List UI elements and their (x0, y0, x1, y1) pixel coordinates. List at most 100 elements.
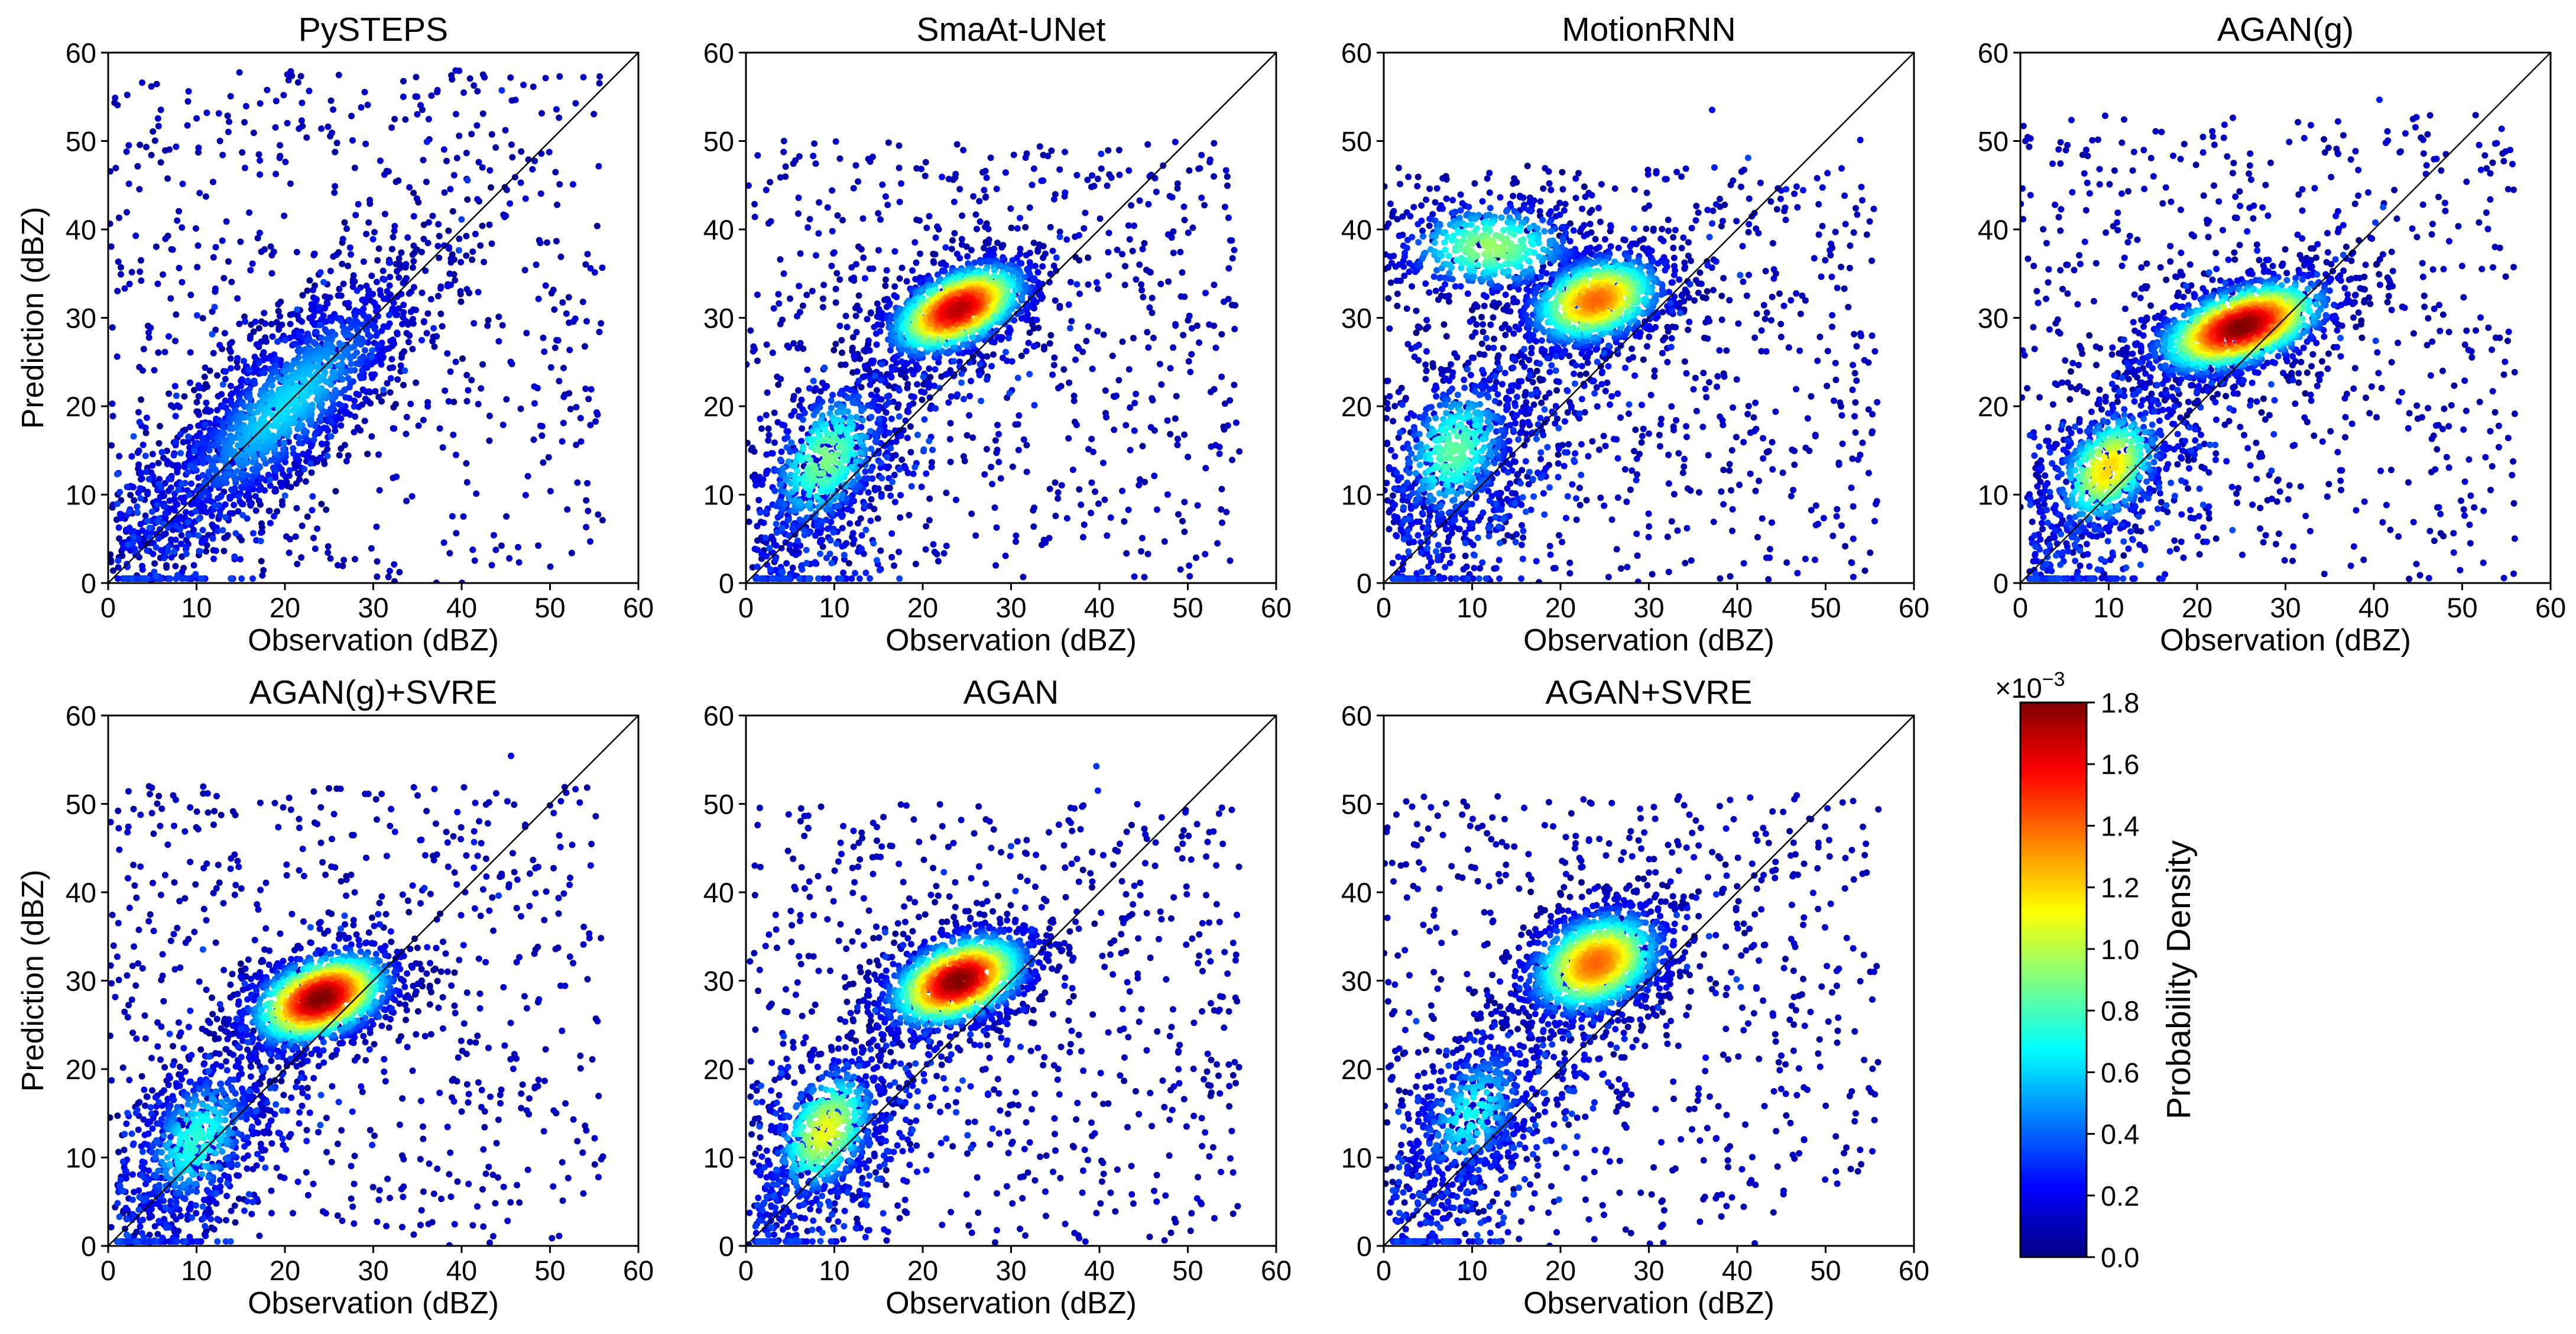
scatter-point (909, 357, 916, 364)
scatter-point (910, 393, 917, 400)
scatter-point (381, 276, 388, 283)
scatter-point (474, 88, 481, 95)
scatter-point (1073, 171, 1081, 179)
scatter-point (335, 362, 342, 369)
scatter-point (335, 562, 341, 569)
scatter-point (782, 173, 789, 180)
identity-line (108, 52, 639, 584)
scatter-point (250, 129, 257, 137)
scatter-point (906, 402, 913, 409)
scatter-point (199, 435, 206, 442)
scatter-point (882, 276, 889, 283)
scatter-point (294, 561, 301, 568)
scatter-point (946, 348, 953, 355)
scatter-point (994, 334, 1001, 341)
scatter-point (857, 449, 864, 456)
scatter-point (308, 301, 315, 308)
scatter-point (362, 326, 369, 334)
scatter-point (587, 422, 594, 429)
scatter-point (108, 442, 115, 449)
scatter-point (371, 229, 378, 236)
scatter-point (920, 373, 927, 380)
scatter-point (398, 351, 405, 358)
scatter-point (931, 548, 938, 555)
scatter-point (1038, 177, 1045, 184)
scatter-point (829, 439, 836, 446)
scatter-point (368, 545, 375, 552)
scatter-point (499, 322, 506, 329)
scatter-point (225, 258, 232, 265)
scatter-point (288, 377, 295, 384)
scatter-point (1050, 263, 1057, 269)
scatter-point (458, 258, 465, 265)
scatter-point (1208, 388, 1214, 396)
scatter-point (479, 361, 486, 368)
scatter-point (780, 575, 787, 582)
scatter-point (773, 529, 780, 536)
scatter-point (1066, 325, 1073, 332)
scatter-point (151, 137, 158, 144)
scatter-point (961, 458, 968, 465)
scatter-point (338, 402, 345, 409)
scatter-point (490, 532, 497, 539)
scatter-point (560, 364, 567, 371)
scatter-point (1164, 231, 1172, 238)
scatter-point (456, 235, 463, 242)
scatter-point (1050, 196, 1057, 203)
scatter-point (154, 501, 161, 509)
scatter-point (239, 149, 246, 156)
scatter-point (228, 575, 235, 582)
scatter-point (898, 264, 906, 271)
scatter-point (356, 373, 364, 380)
scatter-point (452, 277, 459, 284)
scatter-point (357, 355, 364, 362)
scatter-point (196, 190, 203, 196)
scatter-point (922, 546, 929, 553)
scatter-point (474, 196, 481, 203)
scatter-point (255, 360, 262, 367)
scatter-point (385, 312, 392, 319)
scatter-point (832, 341, 839, 348)
scatter-point (358, 104, 365, 111)
scatter-point (1119, 338, 1126, 345)
scatter-point (437, 310, 445, 318)
scatter-point (922, 158, 929, 166)
scatter-point (869, 153, 876, 160)
scatter-point (170, 452, 177, 459)
scatter-point (879, 181, 886, 188)
scatter-point (882, 282, 889, 289)
scatter-point (1008, 358, 1016, 365)
scatter-point (1196, 339, 1202, 346)
scatter-point (180, 439, 187, 446)
scatter-point (1202, 465, 1209, 472)
scatter-point (304, 513, 311, 520)
scatter-point (781, 501, 789, 508)
scatter-point (304, 287, 311, 294)
x-tick-label: 20 (270, 592, 300, 623)
scatter-point (345, 375, 352, 382)
scatter-point (1006, 324, 1013, 331)
scatter-point (976, 371, 983, 378)
scatter-point (1085, 254, 1092, 261)
scatter-point (530, 436, 537, 443)
scatter-points (746, 138, 1243, 582)
scatter-point (1173, 393, 1180, 400)
scatter-point (1122, 263, 1128, 270)
scatter-point (395, 274, 403, 281)
scatter-point (851, 536, 858, 543)
scatter-point (187, 379, 193, 386)
scatter-point (507, 358, 514, 365)
scatter-point (994, 422, 1001, 429)
scatter-point (816, 199, 823, 206)
scatter-point (1056, 166, 1063, 173)
scatter-point (596, 73, 604, 80)
scatter-point (877, 328, 884, 335)
scatter-point (1127, 404, 1134, 411)
scatter-point (814, 441, 821, 448)
scatter-point (982, 224, 989, 231)
scatter-point (338, 422, 345, 429)
scatter-point (579, 299, 586, 305)
scatter-point (912, 276, 919, 283)
scatter-point (886, 429, 893, 436)
scatter-point (895, 401, 902, 408)
